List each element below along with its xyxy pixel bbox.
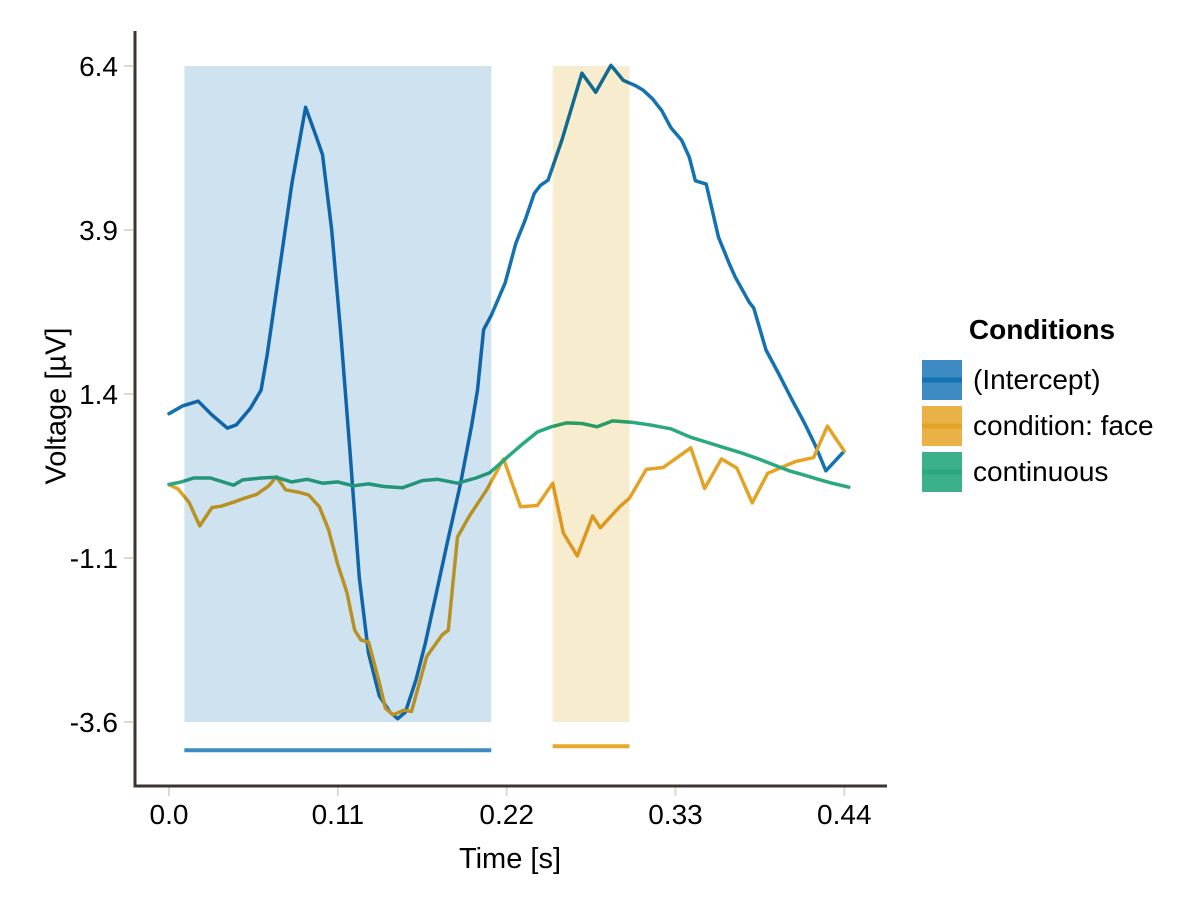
legend-entry-continuous: continuous	[922, 452, 1172, 492]
legend-swatch-condition-face	[922, 406, 962, 446]
y-tick-label: -3.6	[70, 707, 118, 738]
legend-entry-condition-face: condition: face	[922, 406, 1172, 446]
x-axis-title: Time [s]	[458, 843, 562, 875]
legend-label-intercept: (Intercept)	[973, 364, 1101, 395]
y-axis-title: Voltage [µV]	[40, 327, 73, 485]
legend-label-continuous: continuous	[973, 456, 1109, 487]
legend-entry-intercept: (Intercept)	[922, 360, 1172, 400]
y-tick-label: 6.4	[79, 51, 118, 82]
y-tick-label: -1.1	[70, 543, 118, 574]
legend-entries: (Intercept) condition: face continuous	[922, 360, 1172, 492]
legend-swatch-intercept	[922, 360, 962, 400]
y-tick-label: 3.9	[79, 215, 118, 246]
y-tick-label: 1.4	[79, 379, 118, 410]
legend-swatch-continuous	[922, 452, 962, 492]
legend: Conditions (Intercept) condition: face con…	[922, 314, 1172, 498]
significance-region-condition-face	[552, 66, 630, 722]
legend-title: Conditions	[968, 314, 1116, 345]
legend-label-condition-face: condition: face	[973, 410, 1154, 441]
significance-region-intercept	[184, 66, 492, 722]
x-tick-label: 0.44	[817, 799, 872, 830]
x-tick-label: 0.0	[150, 799, 189, 830]
x-tick-label: 0.11	[312, 799, 364, 830]
x-tick-label: 0.33	[648, 799, 703, 830]
x-tick-label: 0.22	[479, 799, 534, 830]
